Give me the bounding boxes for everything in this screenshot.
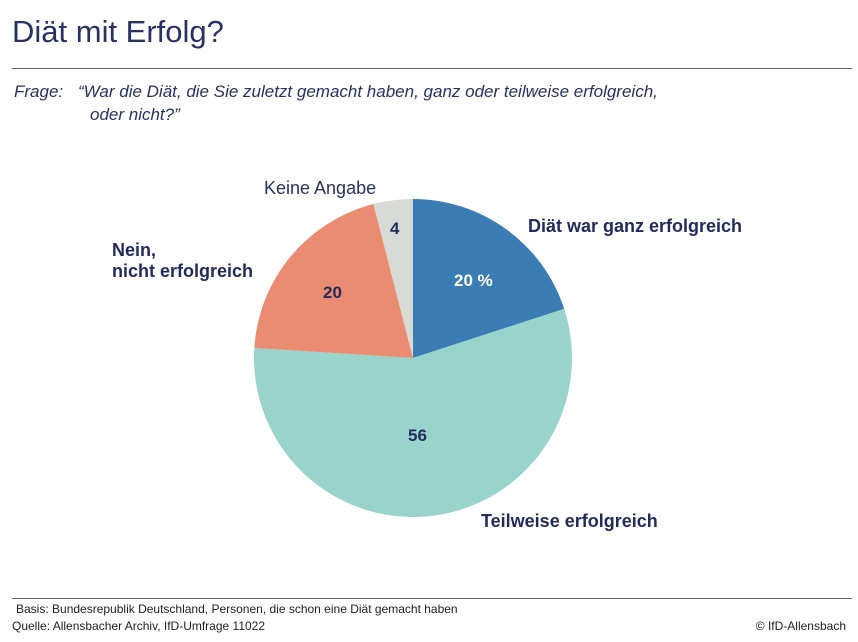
value-label-ganz: 20 % [454,271,493,290]
title-divider [12,68,852,69]
question-line-2: oder nicht?” [90,105,180,124]
value-label-nein: 20 [323,283,342,302]
question-line-1: “War die Diät, die Sie zuletzt gemacht h… [78,82,658,101]
footer-basis: Basis: Bundesrepublik Deutschland, Perso… [16,602,458,616]
value-label-teilweise: 56 [408,426,427,445]
pie-slice-2 [254,203,413,358]
label-nein-line-1: Nein, [112,240,157,260]
label-teilweise-erfolgreich: Teilweise erfolgreich [481,511,658,531]
footer-divider [12,598,852,599]
pie-slice-3 [373,199,413,358]
label-nein-line-2: nicht erfolgreich [112,261,254,281]
chart-title: Diät mit Erfolg? [12,14,224,49]
question-prefix: Frage: [14,82,64,101]
footer-copyright: © IfD-Allensbach [755,619,846,633]
pie-slice-0 [413,199,565,358]
pie-slice-1 [254,308,572,518]
label-keine-angabe: Keine Angabe [264,178,377,198]
footer-source: Quelle: Allensbacher Archiv, IfD-Umfrage… [12,619,266,633]
value-label-keine: 4 [390,219,400,238]
label-ganz-erfolgreich: Diät war ganz erfolgreich [528,216,743,236]
